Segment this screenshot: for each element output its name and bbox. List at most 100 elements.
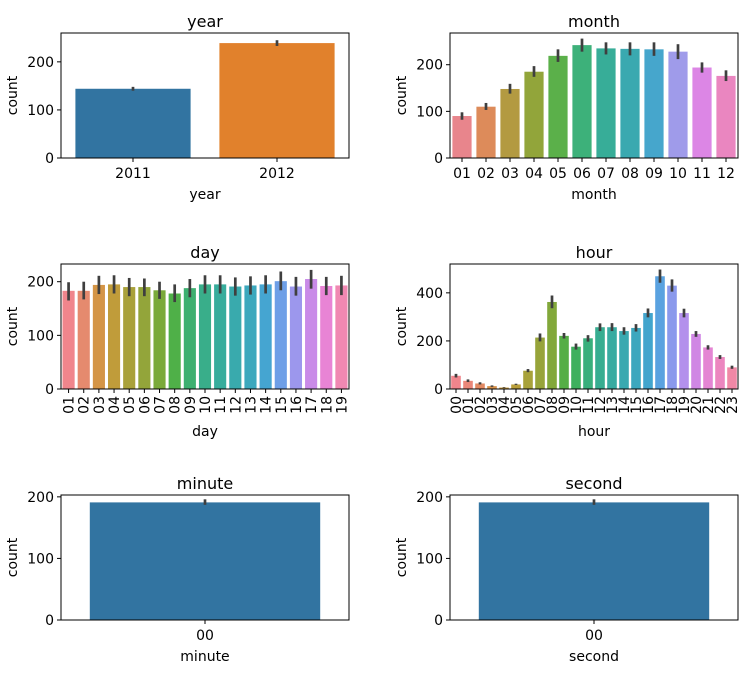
xtick-label-day-11: 11 (213, 396, 229, 414)
ytick-label-minute-0: 0 (45, 613, 54, 629)
bar-day-11 (214, 284, 227, 389)
bar-day-19 (335, 285, 348, 389)
bar-hour-13 (607, 327, 617, 389)
xtick-label-day-07: 07 (153, 396, 169, 414)
xtick-label-hour-12: 12 (593, 396, 609, 414)
xtick-label-hour-00: 00 (449, 396, 465, 414)
ytick-label-month-100: 100 (416, 104, 443, 120)
xtick-label-hour-14: 14 (617, 396, 633, 414)
bar-month-08 (620, 48, 640, 158)
bar-month-07 (596, 48, 616, 158)
chart-title-month: month (568, 12, 620, 31)
xtick-label-hour-10: 10 (569, 396, 585, 414)
bar-month-03 (500, 88, 520, 158)
bar-month-10 (668, 51, 688, 158)
bar-day-09 (183, 288, 196, 389)
y-axis-label-minute: count (5, 537, 21, 577)
ytick-label-day-0: 0 (45, 382, 54, 398)
chart-panel-hour: 0200400000102030405060708091011121314151… (394, 243, 741, 440)
bar-day-07 (153, 290, 166, 389)
xtick-label-hour-06: 06 (521, 396, 537, 414)
xtick-label-hour-05: 05 (509, 396, 525, 414)
xtick-label-hour-07: 07 (533, 396, 549, 414)
ytick-label-year-200: 200 (27, 55, 54, 71)
bar-day-10 (198, 284, 212, 389)
bar-year-2011 (75, 88, 191, 158)
xtick-label-day-12: 12 (228, 396, 244, 414)
xtick-label-second-00: 00 (585, 628, 603, 644)
y-axis-label-second: count (394, 537, 410, 577)
xtick-label-hour-16: 16 (641, 396, 657, 414)
xtick-label-month-03: 03 (501, 166, 519, 182)
bar-day-02 (77, 290, 90, 389)
bar-hour-16 (643, 313, 653, 389)
bar-day-14 (259, 284, 272, 389)
xtick-label-hour-09: 09 (557, 396, 573, 414)
bar-day-03 (92, 284, 105, 389)
bar-month-01 (452, 116, 472, 158)
xtick-label-day-04: 04 (107, 396, 123, 414)
bar-hour-21 (703, 347, 713, 389)
xtick-label-hour-18: 18 (665, 396, 681, 414)
xtick-label-hour-22: 22 (713, 396, 729, 414)
xtick-label-day-15: 15 (274, 396, 290, 414)
xtick-label-month-07: 07 (597, 166, 615, 182)
xtick-label-day-18: 18 (319, 396, 335, 414)
bar-hour-06 (523, 370, 533, 389)
axes-frame-month (449, 32, 739, 159)
bar-day-17 (305, 279, 318, 389)
bar-day-13 (244, 285, 257, 389)
xtick-label-hour-21: 21 (701, 396, 717, 414)
xtick-label-hour-11: 11 (581, 396, 597, 414)
xtick-label-day-06: 06 (137, 396, 153, 414)
ytick-label-minute-100: 100 (27, 551, 54, 567)
xtick-label-hour-23: 23 (725, 396, 741, 414)
xtick-label-day-14: 14 (259, 396, 275, 414)
xtick-label-day-13: 13 (243, 396, 259, 414)
bar-day-06 (138, 287, 151, 389)
xtick-label-minute-00: 00 (196, 628, 214, 644)
bar-minute-00 (89, 502, 321, 620)
xtick-label-hour-20: 20 (689, 396, 705, 414)
ytick-label-hour-400: 400 (416, 286, 443, 302)
x-axis-label-hour: hour (578, 424, 610, 440)
bar-hour-03 (487, 386, 497, 389)
bar-hour-09 (559, 335, 569, 389)
ytick-label-day-100: 100 (27, 328, 54, 344)
xtick-label-hour-02: 02 (473, 396, 489, 414)
xtick-label-day-09: 09 (183, 396, 199, 414)
bar-day-18 (320, 285, 333, 389)
bar-month-06 (572, 45, 592, 159)
xtick-label-hour-17: 17 (653, 396, 669, 414)
xtick-label-day-05: 05 (122, 396, 138, 414)
ytick-label-year-0: 0 (45, 151, 54, 167)
xtick-label-hour-19: 19 (677, 396, 693, 414)
xtick-label-year-2011: 2011 (115, 166, 151, 182)
ytick-label-day-200: 200 (27, 275, 54, 291)
chart-title-second: second (565, 474, 622, 493)
chart-title-day: day (190, 243, 219, 262)
bar-day-08 (168, 293, 181, 389)
bar-hour-19 (679, 313, 689, 389)
ytick-label-hour-200: 200 (416, 334, 443, 350)
xtick-label-hour-04: 04 (497, 396, 513, 414)
chart-title-year: year (187, 12, 223, 31)
xtick-label-hour-15: 15 (629, 396, 645, 414)
chart-title-minute: minute (177, 474, 233, 493)
xtick-label-month-12: 12 (717, 166, 735, 182)
bar-hour-12 (595, 327, 605, 389)
bar-hour-04 (499, 387, 509, 389)
ytick-label-second-100: 100 (416, 551, 443, 567)
xtick-label-hour-08: 08 (545, 396, 561, 414)
bar-month-09 (644, 49, 664, 158)
chart-panel-year: 0 100 200 2011 2012 year year count (5, 12, 350, 203)
chart-title-hour: hour (576, 243, 613, 262)
ytick-label-year-100: 100 (27, 103, 54, 119)
axes-frame-year (60, 32, 350, 159)
bar-hour-07 (535, 337, 545, 389)
bar-hour-05 (511, 384, 521, 389)
ytick-label-hour-0: 0 (434, 382, 443, 398)
bar-hour-10 (571, 346, 581, 389)
